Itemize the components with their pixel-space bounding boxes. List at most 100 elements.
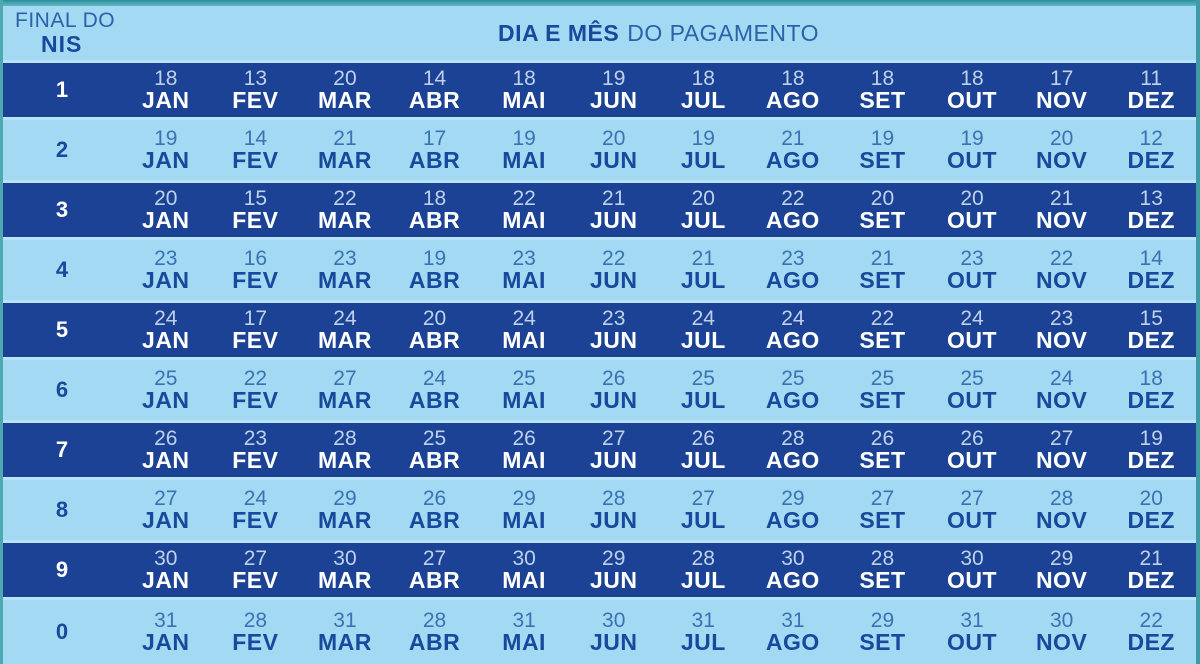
table-title: DIA E MÊS DO PAGAMENTO [121, 20, 1196, 47]
nis-final-digit: 3 [55, 197, 69, 222]
payment-day: 23 [243, 426, 268, 450]
payment-day: 13 [1139, 186, 1163, 210]
payment-cell: 23 OUT [927, 247, 1017, 293]
payment-cell: 20 SET [838, 187, 928, 233]
payment-cell: 18 ABR [390, 187, 480, 233]
nis-final-digit: 6 [55, 377, 69, 402]
payment-day: 26 [602, 366, 626, 390]
payment-month: ABR [408, 86, 461, 113]
payment-cell: 26 SET [838, 427, 928, 473]
payment-day: 25 [781, 366, 805, 390]
payment-cell: 29 MAR [300, 486, 390, 533]
payment-cell: 23 NOV [1017, 307, 1107, 353]
payment-cell: 25 OUT [927, 366, 1017, 413]
payment-month: JAN [142, 266, 190, 293]
payment-cell: 22 DEZ [1106, 608, 1196, 655]
payment-cell: 28 JUN [569, 487, 659, 533]
payment-month: SET [859, 146, 906, 173]
payment-cell: 22 JUN [569, 247, 659, 293]
payment-month: AGO [765, 566, 820, 593]
payment-day: 15 [1139, 306, 1163, 330]
payment-day: 30 [512, 546, 536, 570]
payment-month: MAR [318, 628, 372, 655]
payment-day: 22 [1139, 608, 1163, 632]
payment-day: 20 [422, 306, 447, 330]
payment-cell: 22 NOV [1017, 247, 1107, 293]
payment-cell: 25 JUL [659, 367, 749, 413]
payment-day: 30 [960, 546, 984, 570]
payment-day: 24 [1049, 366, 1074, 390]
payment-cell: 21 SET [838, 246, 928, 293]
payment-cell: 22 FEV [211, 367, 301, 413]
payment-cell: 19 DEZ [1106, 426, 1196, 473]
payment-day: 24 [512, 306, 536, 330]
payment-cell: 20 ABR [390, 306, 480, 353]
nis-final-digit: 7 [55, 437, 69, 462]
payment-cell: 15 DEZ [1106, 306, 1196, 353]
payment-day: 18 [512, 66, 536, 90]
payment-month: AGO [765, 506, 820, 533]
payment-month: DEZ [1127, 146, 1175, 173]
payment-month: MAR [318, 146, 372, 173]
payment-day: 31 [512, 608, 536, 632]
payment-cell: 17 NOV [1017, 67, 1107, 113]
table-row: 7 26 JAN 23 FEV 28 MAR 25 ABR 26 MAI 27 JUN 26 JUL 28 AG… [3, 423, 1196, 477]
nis-column-header: FINAL DO NIS [3, 9, 121, 56]
payment-day: 27 [154, 486, 178, 510]
payment-day: 21 [602, 186, 626, 210]
payment-cell: 31 AGO [748, 609, 838, 655]
payment-month: FEV [232, 506, 279, 533]
payment-cell: 28 SET [838, 547, 928, 593]
payment-month: FEV [232, 446, 279, 473]
payment-cell: 18 DEZ [1106, 367, 1196, 413]
payment-month: JUN [589, 386, 638, 413]
payment-day: 21 [691, 246, 715, 270]
payment-cell: 21 AGO [748, 127, 838, 173]
payment-month: AGO [765, 628, 820, 655]
payment-cell: 21 MAR [300, 127, 390, 173]
payment-month: ABR [408, 326, 461, 353]
payment-cell: 29 NOV [1017, 547, 1107, 593]
payment-day: 28 [333, 426, 357, 450]
payment-cell: 30 NOV [1017, 609, 1107, 655]
payment-cell: 29 JUN [569, 547, 659, 593]
payment-day: 22 [333, 186, 357, 210]
payment-cell: 16 FEV [211, 247, 301, 293]
payment-day: 18 [960, 66, 984, 90]
table-header: FINAL DO NIS DIA E MÊS DO PAGAMENTO [3, 6, 1196, 60]
table-row: 8 27 JAN 24 FEV 29 MAR 26 ABR 29 MAI 28 JUN 27 JUL 29 AG… [3, 480, 1196, 540]
payment-month: SET [859, 446, 906, 473]
payment-month: JUN [589, 446, 638, 473]
payment-day: 21 [870, 246, 895, 270]
payment-month: SET [859, 628, 906, 655]
payment-day: 19 [1139, 426, 1163, 450]
payment-month: NOV [1035, 326, 1088, 353]
payment-day: 19 [870, 126, 895, 150]
payment-cell: 14 DEZ [1106, 246, 1196, 293]
payment-month: MAR [318, 86, 372, 113]
payment-day: 27 [243, 546, 268, 570]
table-row: 0 31 JAN 28 FEV 31 MAR 28 ABR 31 MAI 30 JUN 31 JUL 31 AG… [3, 600, 1196, 664]
payment-month: JUL [680, 266, 726, 293]
payment-day: 14 [243, 126, 268, 150]
payment-month: DEZ [1127, 386, 1175, 413]
table-row: 1 18 JAN 13 FEV 20 MAR 14 ABR 18 MAI 19 JUN 18 JUL 18 AG… [3, 63, 1196, 117]
payment-month: OUT [947, 506, 998, 533]
payment-day: 30 [333, 546, 357, 570]
payment-day: 14 [1139, 246, 1163, 270]
payment-month: JUL [680, 628, 726, 655]
payment-cell: 30 AGO [748, 547, 838, 593]
payment-month: OUT [947, 446, 998, 473]
payment-day: 28 [781, 426, 805, 450]
payment-day: 30 [602, 608, 626, 632]
payment-day: 25 [960, 366, 984, 390]
payment-cell: 20 JAN [121, 187, 211, 233]
payment-day: 26 [422, 486, 447, 510]
payment-month: AGO [765, 86, 820, 113]
table-row: 6 25 JAN 22 FEV 27 MAR 24 ABR 25 MAI 26 JUN 25 JUL 25 AG… [3, 360, 1196, 420]
payment-month: ABR [408, 506, 461, 533]
payment-month: OUT [947, 206, 998, 233]
payment-month: ABR [408, 206, 461, 233]
payment-day: 29 [333, 486, 357, 510]
